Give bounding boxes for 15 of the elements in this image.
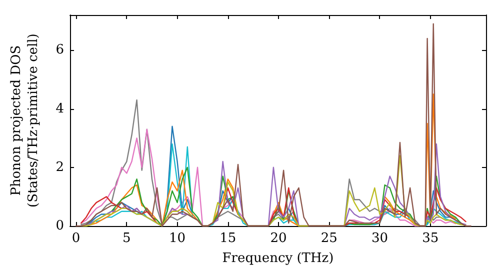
x-tick-label: 5 [122, 231, 131, 246]
line-series [75, 23, 472, 227]
x-axis-title: Frequency (THz) [222, 251, 334, 266]
x-tick-label: 35 [422, 231, 439, 246]
x-tick-label: 0 [72, 231, 80, 246]
x-tick-label: 15 [220, 231, 236, 246]
y-tick-label: 2 [56, 160, 64, 175]
x-tick-label: 20 [270, 231, 287, 246]
x-tick-label: 10 [169, 231, 186, 246]
x-tick-label: 30 [371, 231, 388, 246]
x-tick-label: 25 [320, 231, 338, 246]
y-tick-label: 6 [56, 42, 64, 58]
y-axis-title: Phonon projected DOS (States/THz·primitive cell) [9, 33, 41, 208]
y-tick-label: 0 [56, 218, 64, 234]
y-tick-label: 4 [56, 101, 64, 116]
